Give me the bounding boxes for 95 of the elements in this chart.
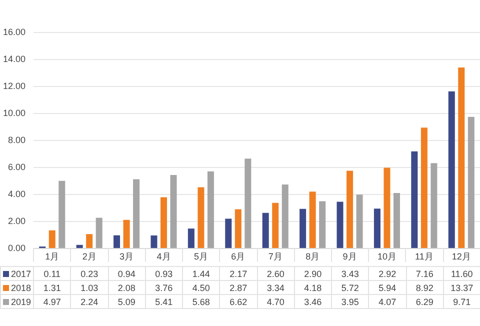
x-tick-label: 1月 (45, 252, 60, 262)
data-label: 5.72 (332, 280, 369, 294)
bar (133, 179, 140, 248)
y-tick-label: 0.00 (8, 243, 26, 253)
bar (282, 184, 288, 248)
data-label: 2.08 (108, 280, 146, 294)
data-label: 11.60 (443, 266, 480, 280)
bar (468, 116, 474, 248)
data-label: 2.92 (368, 266, 406, 280)
x-tick-label: 5月 (194, 252, 208, 262)
data-label: 7.16 (406, 266, 444, 280)
x-tick-label: 11月 (415, 252, 434, 262)
data-label: 0.93 (145, 266, 182, 280)
data-label: 5.94 (368, 280, 406, 294)
y-tick-label: 16.00 (2, 27, 26, 37)
bar (96, 218, 102, 248)
y-tick-label: 10.00 (2, 108, 26, 118)
data-label: 3.95 (332, 294, 369, 308)
bar (374, 208, 380, 248)
bar (393, 193, 400, 248)
legend-label: 2018 (0, 280, 34, 294)
data-label: 2.24 (70, 294, 108, 308)
data-label: 6.62 (220, 294, 257, 308)
bar (244, 158, 252, 248)
bar (114, 235, 120, 248)
bar (300, 208, 306, 248)
y-tick-label: 4.00 (8, 189, 26, 199)
data-label: 0.23 (70, 266, 108, 280)
x-tick-label: 12月 (452, 252, 471, 262)
bar (58, 180, 66, 248)
bar (207, 171, 214, 248)
data-label: 0.11 (34, 266, 71, 280)
data-label: 3.43 (332, 266, 369, 280)
bar (430, 163, 438, 248)
data-label: 13.37 (443, 280, 480, 294)
y-tick-label: 6.00 (8, 162, 26, 172)
bar (319, 201, 326, 248)
bar (356, 194, 363, 248)
y-tick-label: 14.00 (2, 54, 26, 64)
bar (346, 170, 354, 248)
bar (420, 128, 428, 248)
bar (48, 230, 56, 248)
bar (336, 202, 344, 248)
data-label: 4.70 (257, 294, 294, 308)
data-label: 5.68 (182, 294, 220, 308)
data-label: 2.87 (220, 280, 257, 294)
data-label: 2.90 (294, 266, 332, 280)
legend-label: 2017 (0, 266, 34, 280)
data-label: 8.92 (406, 280, 444, 294)
data-label: 1.44 (182, 266, 220, 280)
data-label: 4.50 (182, 280, 220, 294)
bar (262, 212, 269, 248)
x-tick-label: 2月 (82, 252, 96, 262)
bar (411, 151, 418, 248)
x-tick-label: 3月 (120, 252, 134, 262)
data-label: 4.18 (294, 280, 332, 294)
x-tick-label: 6月 (231, 252, 246, 262)
bar (225, 218, 232, 248)
data-label: 0.94 (108, 266, 146, 280)
y-tick-label: 12.00 (2, 81, 26, 91)
data-label: 1.03 (70, 280, 108, 294)
bar (76, 244, 83, 248)
x-tick-label: 9月 (342, 252, 357, 262)
data-label: 2.17 (220, 266, 257, 280)
data-label: 6.29 (406, 294, 444, 308)
bar (198, 187, 204, 248)
x-tick-label: 10月 (377, 252, 396, 262)
bar (234, 209, 242, 248)
legend-label: 2019 (0, 294, 34, 308)
bar (123, 220, 130, 248)
data-label: 3.46 (294, 294, 332, 308)
bar (448, 91, 455, 248)
bar (272, 202, 279, 248)
data-label: 5.41 (145, 294, 182, 308)
data-label: 3.34 (257, 280, 294, 294)
data-label: 2.60 (257, 266, 294, 280)
bar (309, 192, 316, 248)
bar (458, 68, 465, 248)
x-tick-label: 4月 (156, 252, 171, 262)
bar (86, 234, 93, 248)
bar (384, 168, 390, 248)
bar (160, 197, 167, 248)
y-tick-label: 2.00 (8, 216, 26, 226)
data-label: 9.71 (443, 294, 480, 308)
x-tick-label: 7月 (268, 252, 282, 262)
data-label: 1.31 (34, 280, 71, 294)
bar (188, 228, 194, 248)
x-tick-label: 8月 (306, 252, 320, 262)
data-label: 5.09 (108, 294, 146, 308)
data-label: 3.76 (145, 280, 182, 294)
y-tick-label: 8.00 (8, 135, 26, 145)
data-label: 4.07 (368, 294, 406, 308)
bar (170, 174, 177, 248)
bar (150, 235, 158, 248)
data-label: 4.97 (34, 294, 71, 308)
